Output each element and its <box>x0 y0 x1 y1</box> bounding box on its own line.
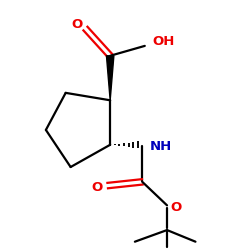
Text: O: O <box>170 200 181 213</box>
Text: O: O <box>71 18 83 31</box>
Text: O: O <box>91 181 102 194</box>
Text: OH: OH <box>152 35 174 48</box>
Polygon shape <box>106 56 114 100</box>
Text: NH: NH <box>150 140 172 152</box>
